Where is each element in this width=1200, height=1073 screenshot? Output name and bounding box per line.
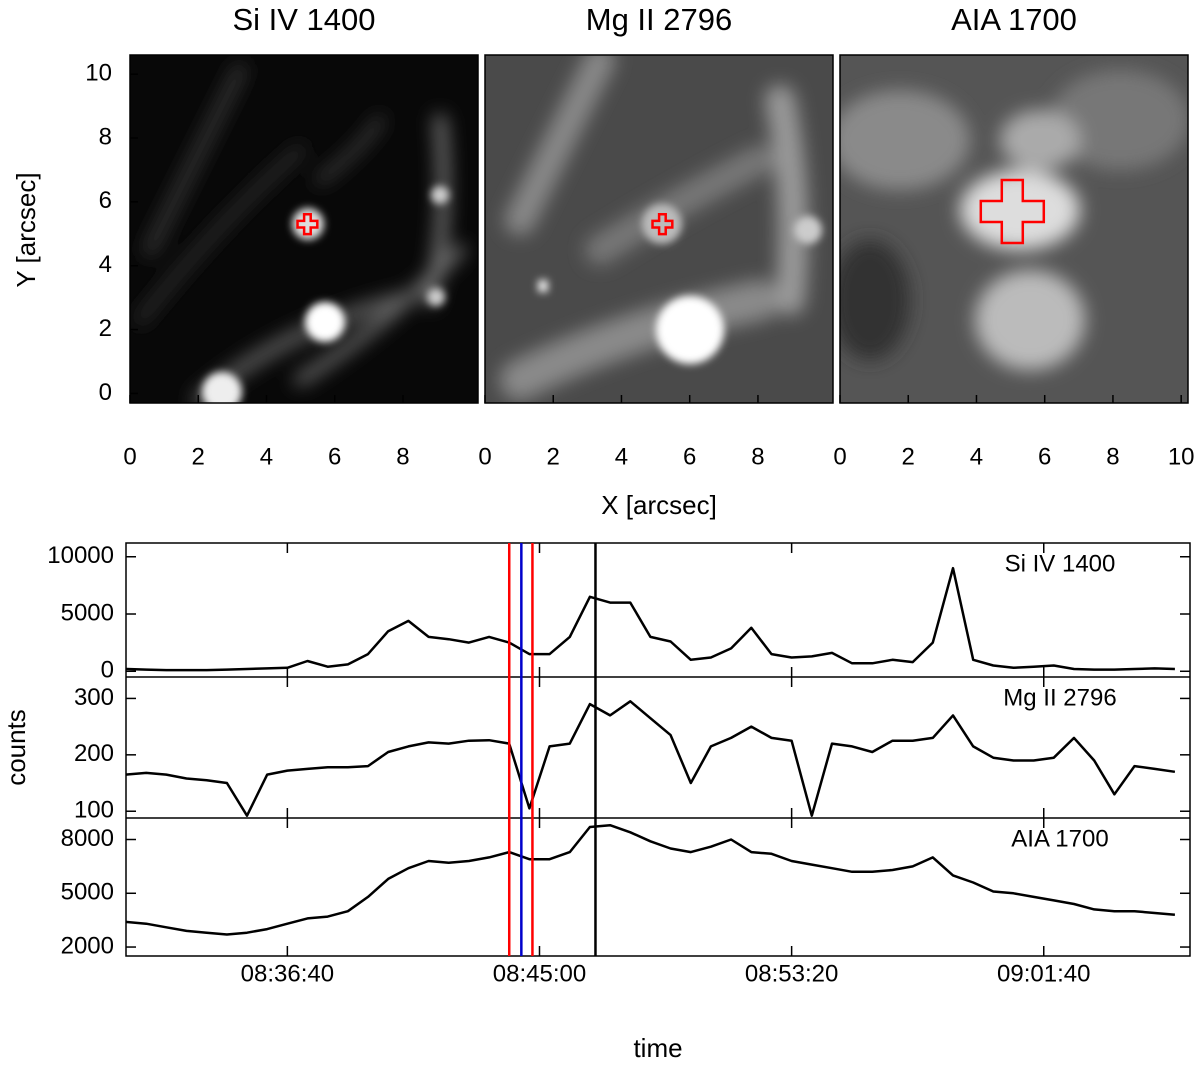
y-tick-label: 300 xyxy=(74,684,114,711)
frame xyxy=(129,54,479,404)
x-tick-label: 10 xyxy=(1168,443,1195,470)
x-tick-label: 6 xyxy=(328,443,341,470)
y-tick-label: 6 xyxy=(99,187,112,214)
x-tick-label: 4 xyxy=(970,443,983,470)
y-tick-label: 10000 xyxy=(47,542,114,569)
y-tick-label: 5000 xyxy=(61,599,114,626)
y-axis-label: counts xyxy=(1,709,31,786)
x-tick-label: 6 xyxy=(683,443,696,470)
x-tick-label: 08:53:20 xyxy=(745,960,838,987)
y-tick-label: 200 xyxy=(74,740,114,767)
panel-title: Si IV 1400 xyxy=(232,2,375,37)
marker xyxy=(651,213,674,236)
x-tick-label: 6 xyxy=(1038,443,1051,470)
panel-label: Mg II 2796 xyxy=(1003,684,1116,711)
y-tick-label: 100 xyxy=(74,797,114,824)
y-tick-label: 8 xyxy=(99,123,112,150)
panel-title: Mg II 2796 xyxy=(586,2,732,37)
y-tick-label: 5000 xyxy=(61,879,114,906)
y-tick-label: 8000 xyxy=(61,825,114,852)
x-axis-label: time xyxy=(633,1033,682,1063)
y-tick-label: 2 xyxy=(99,315,112,342)
line xyxy=(125,566,1175,672)
frame xyxy=(839,54,1189,404)
x-tick-label: 4 xyxy=(260,443,273,470)
image-si xyxy=(130,55,478,403)
x-tick-label: 8 xyxy=(396,443,409,470)
y-tick-label: 4 xyxy=(99,251,112,278)
y-tick-label: 2000 xyxy=(61,932,114,959)
marker xyxy=(979,178,1046,245)
frame xyxy=(125,542,1191,957)
frame xyxy=(484,54,834,404)
x-tick-label: 4 xyxy=(615,443,628,470)
x-tick-label: 0 xyxy=(123,443,136,470)
y-tick-label: 0 xyxy=(99,379,112,406)
x-tick-label: 08:45:00 xyxy=(493,960,586,987)
x-tick-label: 0 xyxy=(478,443,491,470)
panel-label: AIA 1700 xyxy=(1011,825,1108,852)
y-tick-label: 0 xyxy=(101,657,114,684)
y-axis-label: Y [arcsec] xyxy=(11,172,41,287)
image-aia xyxy=(840,55,1188,403)
x-tick-label: 09:01:40 xyxy=(997,960,1090,987)
x-axis-label: X [arcsec] xyxy=(601,490,717,520)
x-tick-label: 2 xyxy=(547,443,560,470)
x-tick-label: 0 xyxy=(833,443,846,470)
x-tick-label: 2 xyxy=(192,443,205,470)
x-tick-label: 08:36:40 xyxy=(241,960,334,987)
x-tick-label: 8 xyxy=(751,443,764,470)
y-tick-label: 10 xyxy=(85,59,112,86)
line xyxy=(125,823,1176,936)
marker xyxy=(296,213,319,236)
line xyxy=(125,700,1176,817)
panel-label: Si IV 1400 xyxy=(1005,550,1116,577)
panel-title: AIA 1700 xyxy=(951,2,1077,37)
x-tick-label: 2 xyxy=(902,443,915,470)
x-tick-label: 8 xyxy=(1106,443,1119,470)
